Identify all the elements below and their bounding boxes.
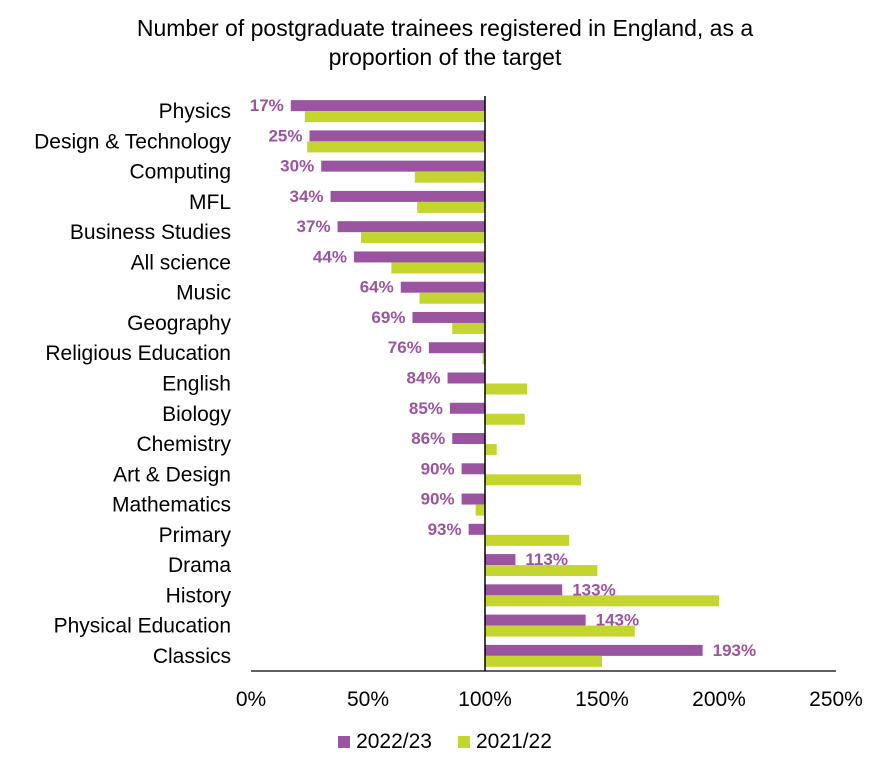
category-label-geography: Geography: [127, 312, 231, 335]
data-label-all-science: 44%: [313, 247, 347, 266]
bar-2022-23-biology: [449, 402, 485, 414]
category-label-history: History: [166, 584, 232, 607]
category-label-religious-education: Religious Education: [45, 342, 231, 365]
bar-2022-23-geography: [412, 311, 485, 323]
x-tick-label-250: 250%: [809, 688, 863, 711]
category-label-art-design: Art & Design: [113, 463, 231, 486]
bar-2022-23-design-technology: [309, 130, 485, 142]
bar-2021-22-physics: [304, 111, 485, 123]
data-label-english: 84%: [407, 369, 441, 388]
data-label-primary: 93%: [428, 520, 462, 539]
data-label-physical-education: 143%: [596, 611, 639, 630]
bar-2022-23-drama: [485, 554, 516, 566]
data-label-art-design: 90%: [421, 459, 455, 478]
bar-2021-22-music: [419, 292, 485, 304]
legend-label-2022-23: 2022/23: [356, 730, 432, 753]
category-label-physical-education: Physical Education: [54, 615, 231, 638]
bar-2022-23-business-studies: [337, 221, 485, 233]
bar-2022-23-computing: [321, 160, 485, 172]
chart-title: Number of postgraduate trainees register…: [0, 14, 890, 72]
bar-2021-22-business-studies: [360, 232, 485, 244]
data-label-music: 64%: [360, 278, 394, 297]
category-label-all-science: All science: [131, 251, 231, 274]
data-label-chemistry: 86%: [411, 429, 445, 448]
bar-2022-23-mfl: [330, 190, 485, 202]
data-label-religious-education: 76%: [388, 338, 422, 357]
category-label-english: English: [162, 373, 231, 396]
chart-legend: 2022/23 2021/22: [0, 730, 890, 754]
category-label-design-technology: Design & Technology: [34, 130, 231, 153]
bar-2021-22-primary: [485, 534, 570, 546]
bar-2022-23-chemistry: [452, 433, 485, 445]
category-label-mfl: MFL: [189, 191, 231, 214]
category-label-mathematics: Mathematics: [112, 494, 231, 517]
bar-2022-23-physics: [290, 100, 485, 112]
bar-2022-23-religious-education: [428, 342, 485, 354]
bar-2022-23-primary: [468, 523, 485, 535]
x-tick-label-50: 50%: [347, 688, 389, 711]
data-label-drama: 113%: [525, 550, 568, 569]
bar-2022-23-all-science: [353, 251, 485, 263]
bar-2022-23-english: [447, 372, 485, 384]
data-label-business-studies: 37%: [297, 217, 331, 236]
legend-swatch-2021-22: [458, 736, 470, 748]
bar-2021-22-all-science: [391, 262, 485, 274]
data-label-classics: 193%: [713, 641, 756, 660]
data-label-biology: 85%: [409, 399, 443, 418]
x-tick-label-0: 0%: [236, 688, 266, 711]
bar-2021-22-english: [485, 383, 528, 395]
data-label-geography: 69%: [371, 308, 405, 327]
bar-2021-22-history: [485, 595, 719, 607]
category-label-drama: Drama: [168, 554, 231, 577]
bar-2022-23-music: [400, 281, 485, 293]
bar-2021-22-art-design: [485, 474, 581, 486]
category-label-classics: Classics: [153, 645, 231, 668]
bar-2021-22-physical-education: [485, 625, 635, 637]
bar-2021-22-drama: [485, 565, 598, 577]
bar-2022-23-classics: [485, 644, 703, 656]
bar-2022-23-physical-education: [485, 614, 586, 626]
x-tick-label-100: 100%: [458, 688, 512, 711]
category-label-biology: Biology: [162, 403, 231, 426]
bar-2021-22-design-technology: [307, 141, 485, 153]
chart-title-line-2: proportion of the target: [328, 44, 562, 70]
data-label-design-technology: 25%: [268, 126, 302, 145]
bar-2021-22-geography: [452, 322, 485, 334]
bar-chart-plot: Physics 17% Design & Technology 25% Computin…: [34, 96, 863, 711]
category-label-music: Music: [176, 282, 231, 305]
category-label-computing: Computing: [129, 161, 231, 184]
bar-2021-22-religious-education: [482, 353, 485, 365]
bar-2021-22-mfl: [417, 201, 485, 213]
legend-swatch-2022-23: [338, 736, 351, 748]
data-label-physics: 17%: [250, 96, 284, 115]
chart-title-line-1: Number of postgraduate trainees register…: [136, 15, 754, 41]
bar-2022-23-art-design: [461, 463, 485, 475]
bar-2021-22-mathematics: [475, 504, 485, 516]
data-label-mathematics: 90%: [421, 490, 455, 509]
bar-2022-23-history: [485, 584, 563, 596]
x-tick-label-150: 150%: [575, 688, 629, 711]
category-label-primary: Primary: [159, 524, 232, 547]
legend-item-2021-22: 2021/22: [458, 730, 552, 754]
bar-2022-23-mathematics: [461, 493, 485, 505]
bar-2021-22-computing: [414, 171, 485, 183]
legend-item-2022-23: 2022/23: [338, 730, 432, 754]
category-label-physics: Physics: [159, 100, 231, 123]
data-label-computing: 30%: [280, 157, 314, 176]
category-label-chemistry: Chemistry: [136, 433, 231, 456]
bar-2021-22-biology: [485, 413, 525, 425]
x-tick-label-200: 200%: [692, 688, 746, 711]
bar-2021-22-classics: [485, 655, 602, 667]
legend-label-2021-22: 2021/22: [476, 730, 552, 753]
bar-2021-22-chemistry: [485, 444, 497, 456]
category-label-business-studies: Business Studies: [70, 221, 231, 244]
data-label-mfl: 34%: [290, 187, 324, 206]
data-label-history: 133%: [572, 580, 615, 599]
